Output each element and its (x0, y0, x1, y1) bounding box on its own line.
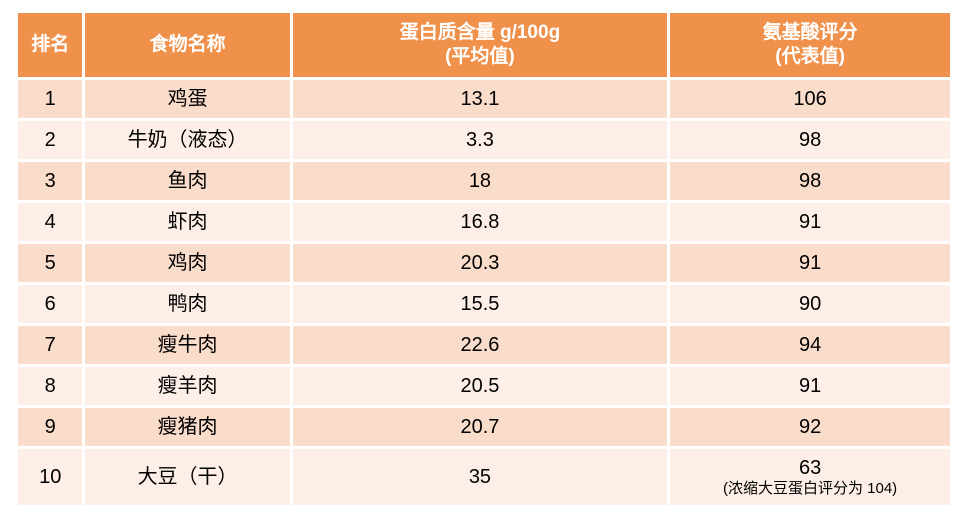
table-row: 5 鸡肉 20.3 91 (18, 244, 950, 282)
table-body: 1 鸡蛋 13.1 106 2 牛奶（液态） 3.3 98 3 鱼肉 (18, 80, 950, 505)
score-cell: 98 (670, 121, 950, 159)
protein-ranking-table: 排名 食物名称 蛋白质含量 g/100g (平均值) 氨基酸评分 (代表值) 1… (15, 10, 953, 508)
rank-cell: 9 (18, 408, 83, 446)
food-cell: 鸡肉 (85, 244, 290, 282)
table-row: 3 鱼肉 18 98 (18, 162, 950, 200)
protein-cell: 20.7 (292, 408, 668, 446)
score-value: 91 (798, 375, 822, 397)
table-row: 6 鸭肉 15.5 90 (18, 285, 950, 323)
protein-cell: 13.1 (292, 80, 668, 118)
food-cell: 虾肉 (85, 203, 290, 241)
protein-cell: 3.3 (292, 121, 668, 159)
score-cell: 106 (670, 80, 950, 118)
food-cell: 大豆（干） (85, 449, 290, 505)
protein-cell: 22.6 (292, 326, 668, 364)
score-cell: 91 (670, 367, 950, 405)
rank-cell: 6 (18, 285, 83, 323)
food-cell: 鸡蛋 (85, 80, 290, 118)
col-header-score: 氨基酸评分 (代表值) (670, 13, 950, 77)
col-header-food: 食物名称 (85, 13, 290, 77)
score-cell: 92 (670, 408, 950, 446)
col-header-rank-label: 排名 (31, 34, 70, 55)
score-value: 63 (798, 457, 822, 479)
table-row: 7 瘦牛肉 22.6 94 (18, 326, 950, 364)
table-row: 4 虾肉 16.8 91 (18, 203, 950, 241)
table-row: 2 牛奶（液态） 3.3 98 (18, 121, 950, 159)
score-value: 106 (793, 88, 827, 110)
score-cell: 91 (670, 203, 950, 241)
col-header-food-label: 食物名称 (149, 34, 226, 55)
col-header-protein-line2: (平均值) (445, 46, 515, 67)
col-header-score-line1: 氨基酸评分 (762, 22, 858, 43)
score-cell: 94 (670, 326, 950, 364)
score-value: 91 (798, 252, 822, 274)
table-row: 9 瘦猪肉 20.7 92 (18, 408, 950, 446)
col-header-protein: 蛋白质含量 g/100g (平均值) (292, 13, 668, 77)
protein-cell: 16.8 (292, 203, 668, 241)
score-value: 90 (798, 293, 822, 315)
food-cell: 鸭肉 (85, 285, 290, 323)
rank-cell: 7 (18, 326, 83, 364)
rank-cell: 1 (18, 80, 83, 118)
rank-cell: 3 (18, 162, 83, 200)
score-note: (浓缩大豆蛋白评分为 104) (722, 480, 898, 497)
food-cell: 瘦羊肉 (85, 367, 290, 405)
rank-cell: 10 (18, 449, 83, 505)
rank-cell: 8 (18, 367, 83, 405)
score-cell: 63 (浓缩大豆蛋白评分为 104) (670, 449, 950, 505)
score-cell: 91 (670, 244, 950, 282)
table-header: 排名 食物名称 蛋白质含量 g/100g (平均值) 氨基酸评分 (代表值) (18, 13, 950, 77)
protein-cell: 20.3 (292, 244, 668, 282)
header-row: 排名 食物名称 蛋白质含量 g/100g (平均值) 氨基酸评分 (代表值) (18, 13, 950, 77)
table-row: 8 瘦羊肉 20.5 91 (18, 367, 950, 405)
table-row: 1 鸡蛋 13.1 106 (18, 80, 950, 118)
rank-cell: 5 (18, 244, 83, 282)
table-row: 10 大豆（干） 35 63 (浓缩大豆蛋白评分为 104) (18, 449, 950, 505)
food-cell: 牛奶（液态） (85, 121, 290, 159)
score-value: 91 (798, 211, 822, 233)
rank-cell: 2 (18, 121, 83, 159)
col-header-rank: 排名 (18, 13, 83, 77)
score-value: 92 (798, 416, 822, 438)
food-cell: 瘦牛肉 (85, 326, 290, 364)
food-cell: 鱼肉 (85, 162, 290, 200)
col-header-score-line2: (代表值) (775, 46, 845, 67)
protein-cell: 35 (292, 449, 668, 505)
col-header-protein-line1: 蛋白质含量 g/100g (399, 22, 561, 43)
score-cell: 98 (670, 162, 950, 200)
protein-cell: 15.5 (292, 285, 668, 323)
protein-cell: 18 (292, 162, 668, 200)
rank-cell: 4 (18, 203, 83, 241)
food-cell: 瘦猪肉 (85, 408, 290, 446)
protein-cell: 20.5 (292, 367, 668, 405)
score-cell: 90 (670, 285, 950, 323)
score-value: 98 (798, 170, 822, 192)
score-value: 98 (798, 129, 822, 151)
score-value: 94 (798, 334, 822, 356)
